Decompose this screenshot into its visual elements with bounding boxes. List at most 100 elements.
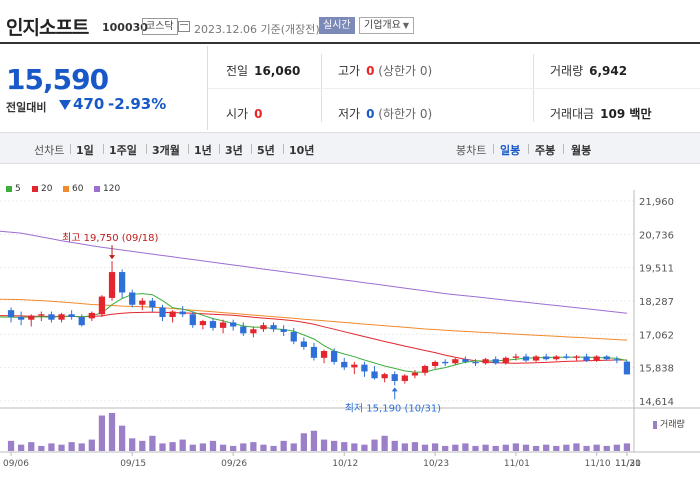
ma120-line [0, 230, 628, 314]
legend-ma5: 5 [6, 184, 21, 194]
volume-bar [361, 444, 368, 451]
x-tick-label: 11/01 [504, 459, 530, 469]
tab-1y[interactable]: 1년 [194, 144, 212, 157]
volume-bar [280, 440, 287, 451]
legend-swatch [63, 185, 69, 192]
realtime-button[interactable]: 실시간 [319, 17, 355, 34]
stat-high-label: 고가 [338, 64, 361, 78]
candle-body [290, 331, 297, 342]
candle-body [421, 365, 429, 373]
tab-weekly[interactable]: 주봉 [535, 144, 556, 157]
stat-amount: 거래대금 109 백만 [550, 105, 651, 122]
volume-bar [331, 440, 338, 451]
stat-high-value: 0 [366, 64, 375, 78]
candle-body [431, 361, 439, 366]
candle-body [482, 359, 489, 364]
down-arrow-icon [59, 100, 71, 110]
volume-bar [512, 443, 520, 451]
x-tick-label: 10/12 [332, 459, 358, 469]
x-tick-label: 10/23 [423, 459, 449, 469]
divider [103, 144, 104, 154]
candle-body [48, 314, 55, 320]
candle-body [462, 359, 469, 362]
y-tick-label: 18,287 [639, 297, 674, 308]
volume-bar [98, 415, 106, 451]
candle-body [68, 314, 75, 317]
candle-body [452, 359, 459, 364]
candle-body [603, 356, 610, 360]
candle-body [118, 272, 126, 293]
volume-legend: 거래량 [653, 417, 685, 430]
divider [563, 144, 564, 154]
candle-body [78, 316, 85, 326]
market-badge: 코스닥 [142, 18, 178, 35]
change-label: 전일대비 [6, 101, 47, 114]
volume-bar [623, 443, 631, 451]
volume-bar [411, 442, 419, 451]
company-overview-label: 기업개요 [364, 20, 401, 31]
volume-bar [179, 439, 186, 451]
volume-bar [603, 445, 610, 451]
tab-3m[interactable]: 3개월 [152, 144, 180, 157]
candle-body [18, 316, 25, 320]
candle-body [341, 361, 348, 368]
volume-bar [149, 435, 156, 451]
candle-body [583, 356, 590, 361]
candle-body [381, 374, 388, 379]
x-tick-label: 11/21 [615, 459, 641, 469]
volume-bar [290, 443, 297, 451]
tab-daily[interactable]: 일봉 [500, 144, 521, 157]
company-overview-dropdown[interactable]: 기업개요 ▼ [359, 17, 414, 34]
candle-body [532, 356, 540, 361]
tab-3y[interactable]: 3년 [225, 144, 243, 157]
legend-ma120: 120 [94, 184, 120, 194]
candle-body [219, 322, 227, 328]
candle-body [209, 321, 217, 328]
volume-bar [68, 442, 75, 451]
stat-prev: 전일 16,060 [226, 62, 300, 79]
stat-prev-label: 전일 [226, 64, 249, 78]
volume-bar [7, 440, 15, 451]
volume-bar [310, 430, 318, 451]
divider [528, 144, 529, 154]
volume-bar [58, 444, 65, 451]
candle-body [169, 311, 176, 317]
divider [493, 144, 494, 154]
date-text: 2023.12.06 기준(개장전) [194, 23, 320, 36]
candle-body [38, 314, 45, 316]
legend-ma20: 20 [32, 184, 52, 194]
volume-bar [240, 443, 247, 451]
tab-10y[interactable]: 10년 [289, 144, 315, 157]
candle-body [7, 310, 15, 317]
tab-1w[interactable]: 1주일 [109, 144, 137, 157]
candle-body [28, 315, 35, 320]
legend-label: 60 [72, 184, 84, 194]
tab-5y[interactable]: 5년 [257, 144, 275, 157]
volume-bar [250, 442, 257, 451]
stat-volume-label: 거래량 [550, 64, 584, 78]
candle-body [472, 361, 479, 364]
stat-open-value: 0 [254, 107, 263, 121]
candle-body [361, 364, 368, 372]
candle-body [593, 356, 600, 361]
candle-body [250, 329, 257, 334]
candle-body [58, 314, 65, 320]
legend-label: 120 [103, 184, 121, 194]
candle-body [179, 311, 186, 315]
tab-monthly[interactable]: 월봉 [571, 144, 592, 157]
legend-ma60: 60 [63, 184, 83, 194]
chart-tabbar: 선차트 1일 1주일 3개월 1년 3년 5년 10년 봉차트 일봉 주봉 월봉 [0, 132, 700, 164]
tab-1d[interactable]: 1일 [76, 144, 94, 157]
change-percent: -2.93% [108, 95, 167, 113]
candle-body [88, 312, 95, 319]
candle-body [320, 351, 328, 358]
stat-amount-label: 거래대금 [550, 107, 595, 121]
volume-bar [159, 443, 166, 451]
volume-bar [270, 445, 277, 451]
stock-name[interactable]: 인지소프트 [6, 17, 89, 39]
volume-bar [452, 444, 459, 451]
volume-bar [169, 442, 176, 451]
x-tick-label: 09/15 [120, 459, 146, 469]
volume-bar [391, 440, 398, 451]
